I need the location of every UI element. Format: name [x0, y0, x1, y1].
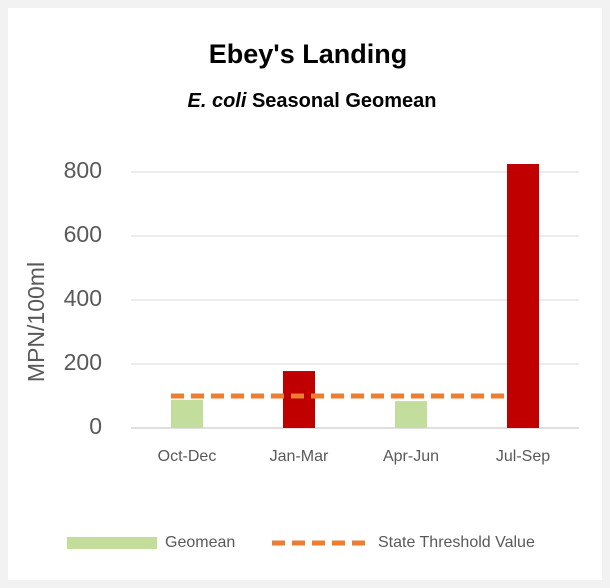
x-tick-label: Jul-Sep — [496, 448, 550, 465]
legend-label: State Threshold Value — [378, 534, 535, 551]
chart-title: Ebey's Landing — [209, 39, 407, 69]
y-tick-label: 400 — [64, 285, 102, 311]
x-tick-label: Jan-Mar — [270, 448, 329, 465]
legend-swatch — [67, 537, 157, 549]
y-tick-label: 600 — [64, 221, 102, 247]
y-tick-label: 800 — [64, 157, 102, 183]
subtitle-italic: E. coli — [188, 90, 247, 112]
chart-panel — [8, 8, 602, 580]
y-tick-label: 0 — [89, 413, 102, 439]
y-axis-title: MPN/100ml — [23, 262, 49, 382]
legend-label: Geomean — [165, 534, 235, 551]
subtitle-text: Seasonal Geomean — [252, 90, 437, 112]
bar — [507, 164, 539, 428]
chart-subtitle: E. coli Seasonal Geomean — [188, 90, 437, 112]
x-tick-label: Apr-Jun — [383, 448, 439, 465]
bar — [395, 401, 427, 428]
y-tick-label: 200 — [64, 349, 102, 375]
bar — [283, 371, 315, 428]
x-tick-label: Oct-Dec — [158, 448, 217, 465]
bar — [171, 399, 203, 428]
